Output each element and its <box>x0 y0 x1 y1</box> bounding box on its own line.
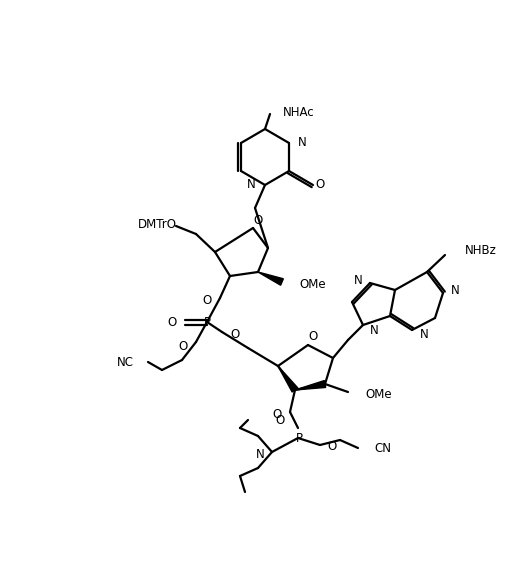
Text: P: P <box>296 432 302 445</box>
Text: O: O <box>203 293 212 307</box>
Text: O: O <box>315 179 325 192</box>
Text: N: N <box>247 179 256 192</box>
Text: NHAc: NHAc <box>283 107 314 119</box>
Text: O: O <box>179 339 188 352</box>
Text: N: N <box>420 328 429 342</box>
Text: N: N <box>298 137 307 149</box>
Text: N: N <box>370 324 379 336</box>
Polygon shape <box>278 366 298 392</box>
Text: N: N <box>354 273 363 286</box>
Text: O: O <box>308 331 318 343</box>
Text: N: N <box>256 448 265 460</box>
Text: O: O <box>276 413 285 426</box>
Text: NHBz: NHBz <box>465 243 497 257</box>
Text: OMe: OMe <box>365 387 392 401</box>
Text: DMTrO: DMTrO <box>138 218 177 231</box>
Text: O: O <box>273 409 282 421</box>
Text: O: O <box>327 440 336 453</box>
Polygon shape <box>295 381 326 390</box>
Text: OMe: OMe <box>299 277 326 290</box>
Text: O: O <box>253 215 263 227</box>
Polygon shape <box>258 272 283 285</box>
Text: O: O <box>168 316 177 328</box>
Text: N: N <box>451 285 460 297</box>
Text: P: P <box>204 316 210 329</box>
Text: CN: CN <box>374 441 391 455</box>
Text: NC: NC <box>117 355 134 369</box>
Text: O: O <box>230 328 239 342</box>
